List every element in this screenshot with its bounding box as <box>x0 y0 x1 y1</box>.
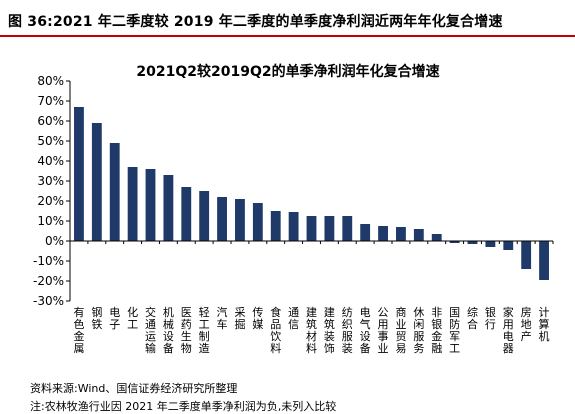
bar <box>199 191 210 241</box>
bar <box>288 212 299 241</box>
x-tick-label: 国防军工 <box>449 306 460 355</box>
bar <box>485 241 496 247</box>
x-tick-label: 房地产 <box>521 306 532 343</box>
bar <box>270 211 281 241</box>
bar <box>306 216 317 241</box>
bars <box>69 107 554 280</box>
x-tick-label: 非银金融 <box>431 306 442 355</box>
bar <box>413 229 424 241</box>
bar <box>217 197 227 241</box>
bar <box>324 216 335 241</box>
y-tick-label: 20% <box>37 194 64 208</box>
x-axis-labels: 有色金属钢铁电子化工交通运输机械设备医药生物轻工制造汽车采掘传媒食品饮料通信建筑… <box>73 305 549 355</box>
x-tick-label: 银行 <box>485 305 496 331</box>
y-tick-label: 30% <box>37 174 64 188</box>
x-tick-label: 商业贸易 <box>395 305 406 355</box>
bar <box>91 123 102 241</box>
y-tick-label: 60% <box>37 114 64 128</box>
x-tick-label: 计算机 <box>539 306 550 343</box>
y-tick-label: -30% <box>33 294 64 308</box>
bar <box>360 224 371 241</box>
bar <box>539 241 549 280</box>
y-tick-label: 80% <box>37 74 64 88</box>
bar <box>449 241 460 243</box>
x-tick-label: 建筑装饰 <box>324 305 335 355</box>
y-tick-label: 70% <box>37 94 64 108</box>
y-tick-label: 0% <box>45 234 64 248</box>
x-tick-label: 医药生物 <box>181 306 192 355</box>
x-tick-label: 轻工制造 <box>199 305 210 355</box>
y-tick-label: 40% <box>37 154 64 168</box>
x-tick-label: 休闲服务 <box>413 306 424 355</box>
x-tick-label: 通信 <box>288 306 299 331</box>
bar <box>342 216 353 241</box>
y-axis: 80% 70% 60% 50% 40% 30% 20% 10% 0% -10% -20% -30% <box>33 74 71 308</box>
x-tick-label: 纺织服装 <box>342 305 353 355</box>
x-tick-label: 综合 <box>467 305 478 331</box>
figure-title: 图 36:2021 年二季度较 2019 年二季度的单季度净利润近两年年化复合增… <box>8 14 503 30</box>
x-tick-label: 电子 <box>109 306 120 331</box>
x-tick-label: 钢铁 <box>91 306 102 331</box>
bar <box>503 241 514 250</box>
bar <box>378 226 388 241</box>
source-note: 资料来源:Wind、国信证券经济研究所整理 <box>30 382 238 395</box>
y-tick-label: -20% <box>33 274 64 288</box>
bar <box>74 107 84 241</box>
bar <box>181 187 192 241</box>
bar <box>145 169 156 241</box>
x-tick-label: 化工 <box>127 305 138 331</box>
bar <box>235 199 245 241</box>
x-tick-label: 公用事业 <box>378 306 389 355</box>
x-tick-label: 建筑材料 <box>306 305 317 355</box>
x-tick-label: 食品饮料 <box>270 305 281 355</box>
bar <box>467 241 478 244</box>
x-tick-label: 机械设备 <box>163 305 174 355</box>
title-rule <box>0 35 575 37</box>
x-tick-label: 采掘 <box>234 306 245 331</box>
x-tick-label: 家用电器 <box>503 305 514 355</box>
bar <box>163 175 174 241</box>
x-tick-label: 交通运输 <box>145 305 156 355</box>
chart-title: 2021Q2较2019Q2的单季净利润年化复合增速 <box>136 63 439 80</box>
y-tick-label: 10% <box>37 214 64 228</box>
y-tick-label: 50% <box>37 134 64 148</box>
bar <box>396 227 406 241</box>
y-tick-label: -10% <box>33 254 64 268</box>
bar <box>252 203 263 241</box>
bar <box>109 143 120 241</box>
x-tick-label: 有色金属 <box>73 305 84 355</box>
bar <box>521 241 532 269</box>
bar <box>431 234 442 241</box>
x-tick-label: 电气设备 <box>360 306 371 355</box>
footnote: 注:农林牧渔行业因 2021 年二季度单季净利润为负,未列入比较 <box>30 400 337 413</box>
x-tick-label: 传媒 <box>252 306 263 331</box>
bar <box>127 167 138 241</box>
x-tick-label: 汽车 <box>217 305 228 331</box>
